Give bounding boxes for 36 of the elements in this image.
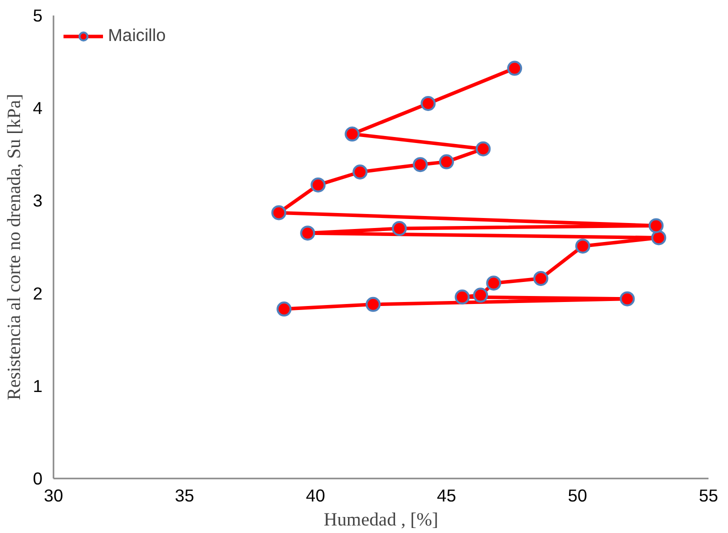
y-tick-label: 3 — [32, 190, 43, 211]
x-tick-label: 40 — [306, 486, 326, 506]
point — [352, 164, 368, 180]
y-axis-title: Resistencia al corte no drenada, Su [kPa] — [4, 94, 25, 400]
y-tick-label: 5 — [32, 6, 43, 26]
x-tick-label: 55 — [698, 486, 718, 506]
point — [486, 276, 502, 291]
x-tick-label: 35 — [174, 486, 194, 506]
point — [392, 220, 407, 236]
legend-label: Maicillo — [108, 25, 166, 46]
point — [276, 302, 292, 317]
point — [344, 126, 360, 142]
point — [651, 230, 666, 246]
point — [420, 96, 436, 111]
point — [575, 238, 590, 254]
point — [300, 226, 316, 241]
point — [533, 270, 548, 286]
x-tick-label: 45 — [436, 486, 456, 506]
point — [620, 291, 635, 306]
point — [310, 177, 326, 192]
point — [473, 288, 488, 303]
point — [648, 218, 664, 234]
y-tick-label: 0 — [32, 468, 43, 488]
point — [412, 157, 428, 172]
point — [271, 205, 286, 220]
point — [439, 154, 454, 170]
point — [476, 141, 491, 156]
point — [507, 60, 522, 76]
point — [454, 290, 470, 304]
y-tick-label: 2 — [32, 283, 43, 304]
x-tick-label: 50 — [568, 486, 588, 506]
point — [366, 296, 381, 312]
y-tick-label: 1 — [32, 376, 43, 396]
y-tick-label: 4 — [32, 98, 43, 118]
x-tick-label: 30 — [44, 486, 64, 506]
x-axis-title: Humedad , [%] — [324, 510, 438, 530]
